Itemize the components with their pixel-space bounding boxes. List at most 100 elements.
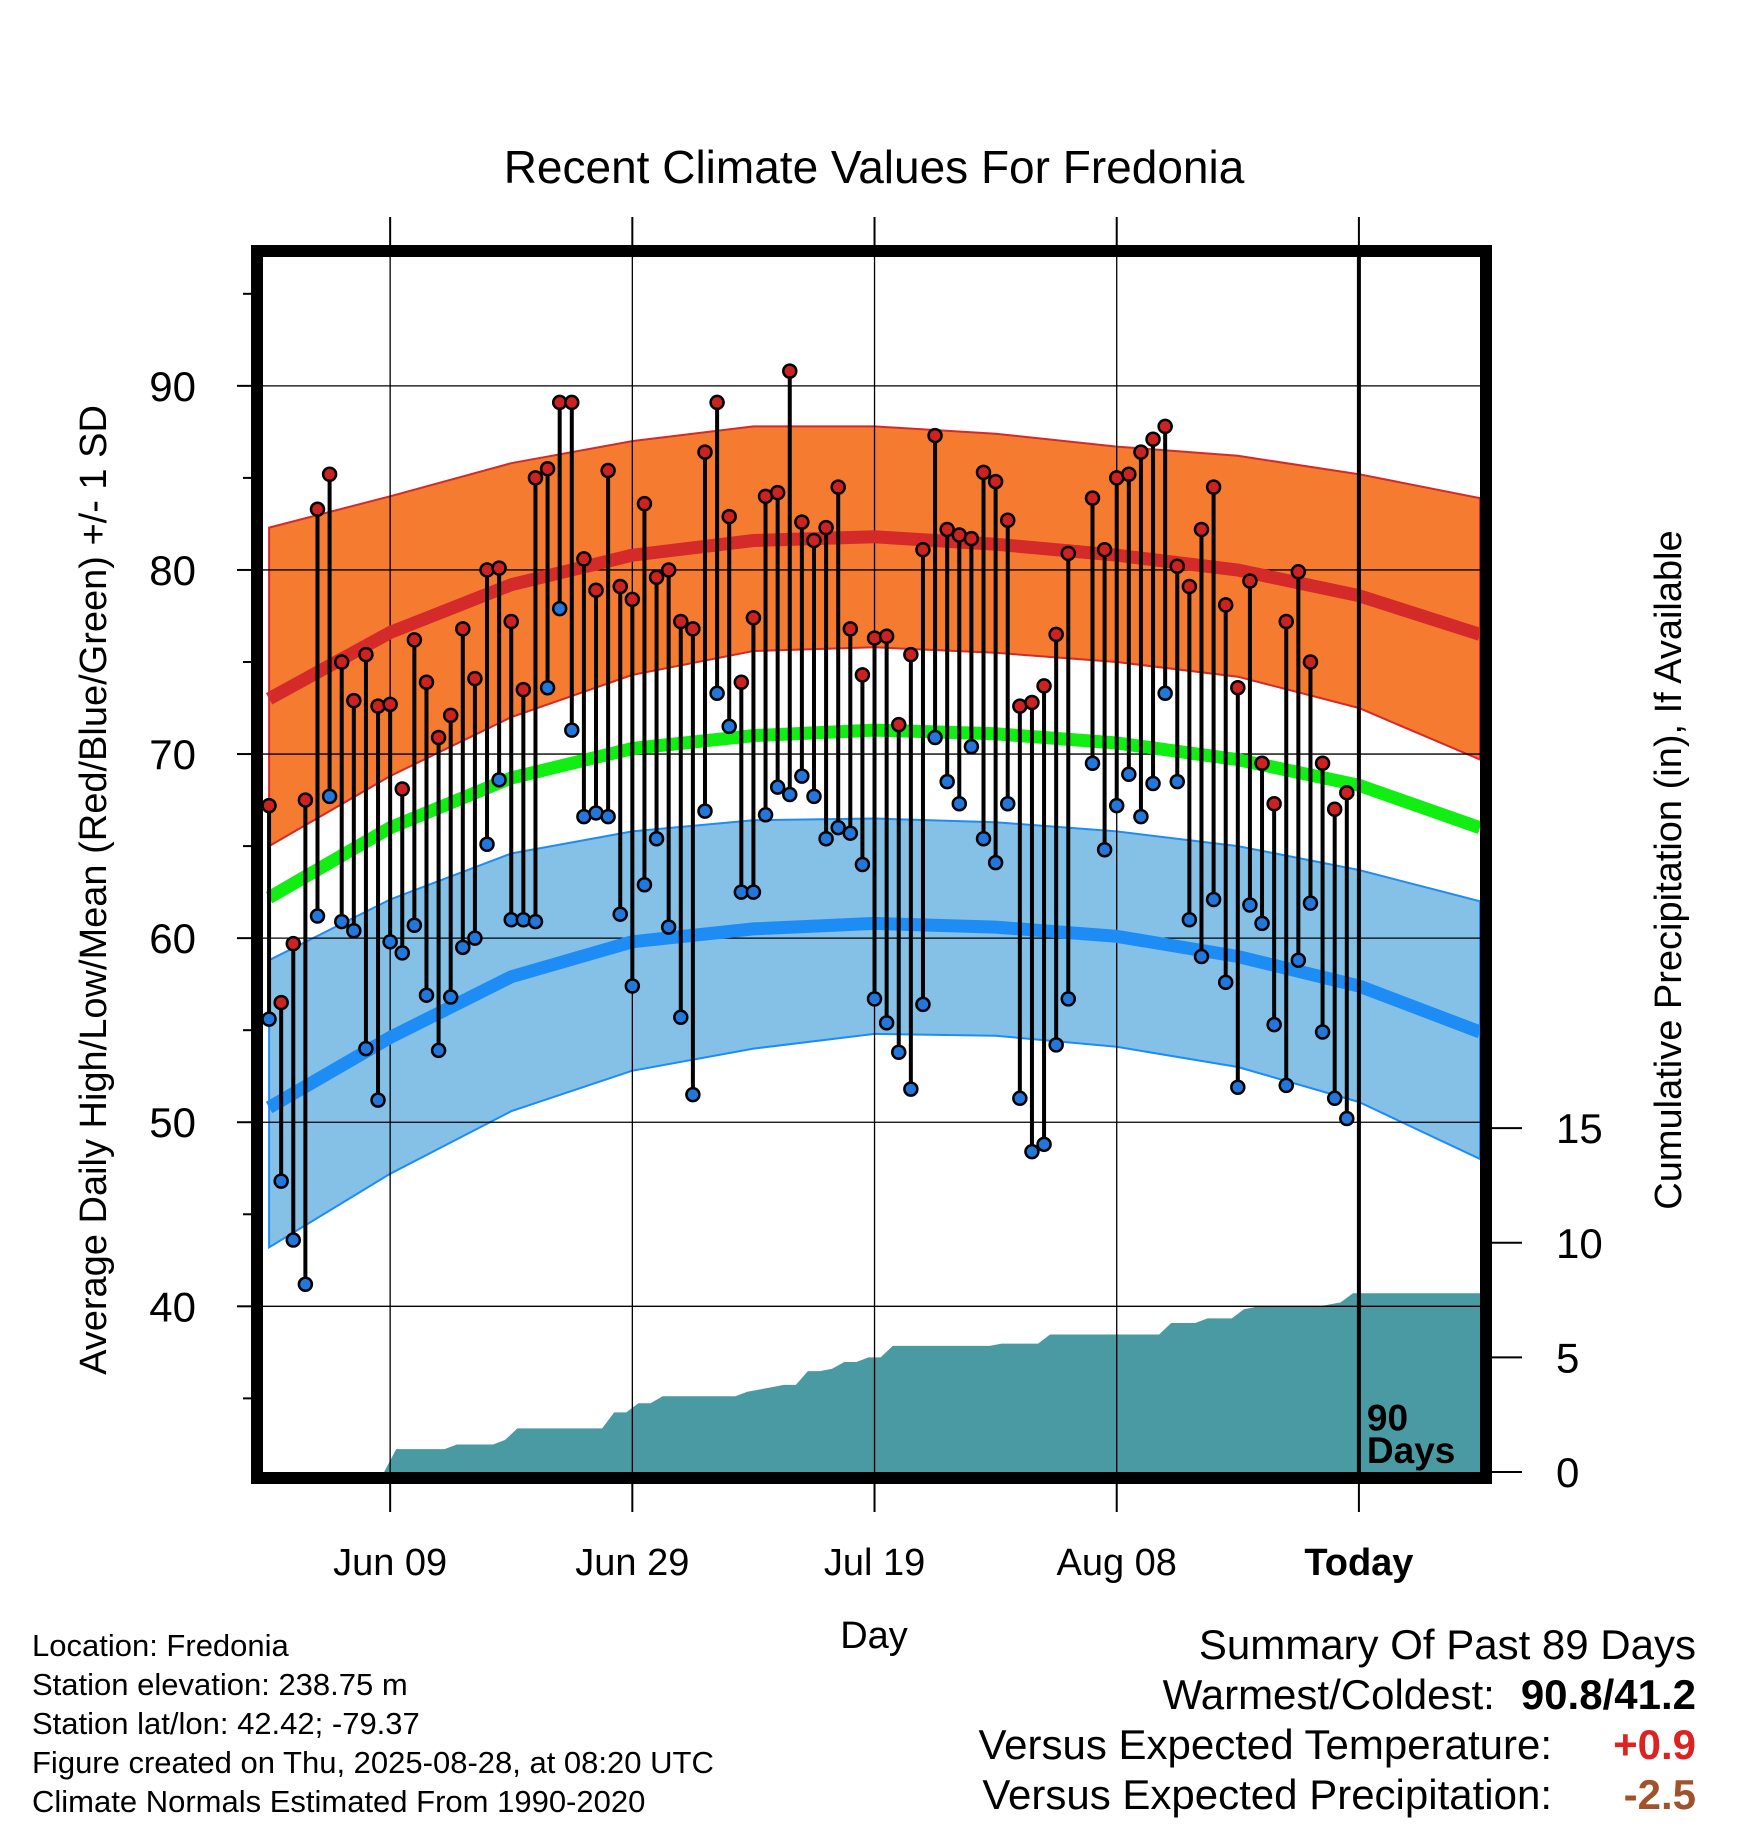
high-temp-point [370,698,386,714]
low-temp-point [636,877,653,893]
today-label-number: 90 [1367,1398,1408,1439]
high-temp-point [963,530,980,547]
high-temp-point [733,674,750,690]
temp-anomaly-label: Versus Expected Temperature: [978,1721,1552,1768]
low-temp-point [346,923,362,939]
latlon-text: Station lat/lon: 42.42; -79.37 [32,1706,420,1741]
low-temp-point [321,788,338,805]
high-temp-point [915,541,931,558]
low-temp-point [515,911,532,928]
low-temp-point [539,680,556,696]
high-temp-point [479,562,495,578]
high-temp-point [939,521,955,538]
high-temp-point [1290,564,1307,580]
low-temp-point [794,768,810,784]
low-temp-point [939,773,955,790]
high-temp-point [382,696,398,713]
x-tick-label: Today [1304,1542,1413,1584]
high-temp-point [1217,597,1234,613]
high-temp-point [333,654,350,670]
normals-text: Climate Normals Estimated From 1990-2020 [32,1784,646,1819]
low-temp-point [1302,895,1319,911]
high-temp-point [903,646,919,663]
high-temp-point [588,582,604,598]
high-temp-point [406,632,423,648]
y-axis-label-right: Cumulative Precipitation (in), If Availa… [1648,530,1690,1209]
y-tick-label: 40 [149,1283,196,1330]
high-temp-point [1193,521,1210,538]
today-label-days: Days [1367,1430,1455,1471]
summary-temp: Versus Expected Temperature: +0.9 [978,1720,1696,1770]
low-temp-point [382,934,398,950]
low-temp-point [1205,891,1222,908]
chart-title: Recent Climate Values For Fredonia [504,141,1245,193]
precip-anomaly-value: -2.5 [1623,1771,1696,1818]
low-temp-point [1242,897,1258,913]
low-temp-point [455,939,471,956]
low-temp-point [1314,1024,1331,1040]
high-temp-point [346,692,362,709]
low-temp-point [915,996,931,1013]
high-temp-point [430,729,447,746]
y-tick-label: 70 [149,731,196,778]
low-temp-point [660,919,677,935]
high-temp-point [685,621,701,637]
high-temp-point [1048,626,1064,643]
high-temp-point [745,610,762,626]
low-temp-point [1133,808,1149,825]
y-right-tick-label: 10 [1556,1220,1603,1267]
low-temp-point [648,830,665,847]
y-right-tick-label: 0 [1556,1449,1579,1496]
y-right-tick-label: 5 [1556,1334,1579,1381]
high-temp-point [491,560,507,576]
low-temp-point [685,1086,701,1103]
low-temp-point [370,1092,386,1108]
low-temp-point [479,836,495,852]
high-temp-point [648,569,665,586]
low-temp-point [806,788,822,805]
high-temp-point [515,681,532,698]
temp-anomaly-value: +0.9 [1613,1721,1696,1768]
low-temp-point [297,1276,314,1292]
high-temp-point [660,562,677,578]
high-temp-point [418,674,435,690]
low-temp-point [963,738,980,755]
high-temp-point [1302,654,1319,670]
precip-anomaly-label: Versus Expected Precipitation: [982,1771,1552,1818]
high-temp-point [442,707,459,724]
low-temp-point [854,856,871,873]
low-temp-point [903,1081,919,1097]
high-temp-point [866,630,883,646]
low-temp-point [442,989,459,1005]
high-temp-point [1314,755,1331,771]
y-tick-label: 80 [149,547,196,594]
station-metadata: Location: Fredonia Station elevation: 23… [32,1626,714,1821]
high-temp-point [818,519,834,536]
high-temp-point [321,466,338,482]
low-temp-point [309,908,326,924]
low-temp-point [673,1009,689,1026]
low-temp-point [333,913,350,930]
high-temp-point [467,670,483,687]
low-temp-point [1108,797,1125,814]
low-temp-point [1290,952,1307,968]
low-temp-point [527,913,544,930]
low-temp-point [1084,755,1101,771]
low-temp-point [757,807,774,823]
high-temp-point [576,551,592,567]
high-temp-point [987,473,1004,490]
low-temp-point [1181,911,1198,928]
elevation-text: Station elevation: 238.75 m [32,1667,408,1702]
low-temp-point [358,1040,374,1057]
high-temp-point [1230,680,1246,696]
low-temp-point [564,722,580,738]
low-temp-point [1060,991,1077,1007]
low-temp-point [1217,974,1234,991]
high-temp-point [794,514,810,530]
high-temp-point [564,394,580,411]
low-temp-point [1278,1077,1294,1094]
x-tick-label: Aug 08 [1056,1542,1176,1584]
precip-area [384,1293,1480,1472]
